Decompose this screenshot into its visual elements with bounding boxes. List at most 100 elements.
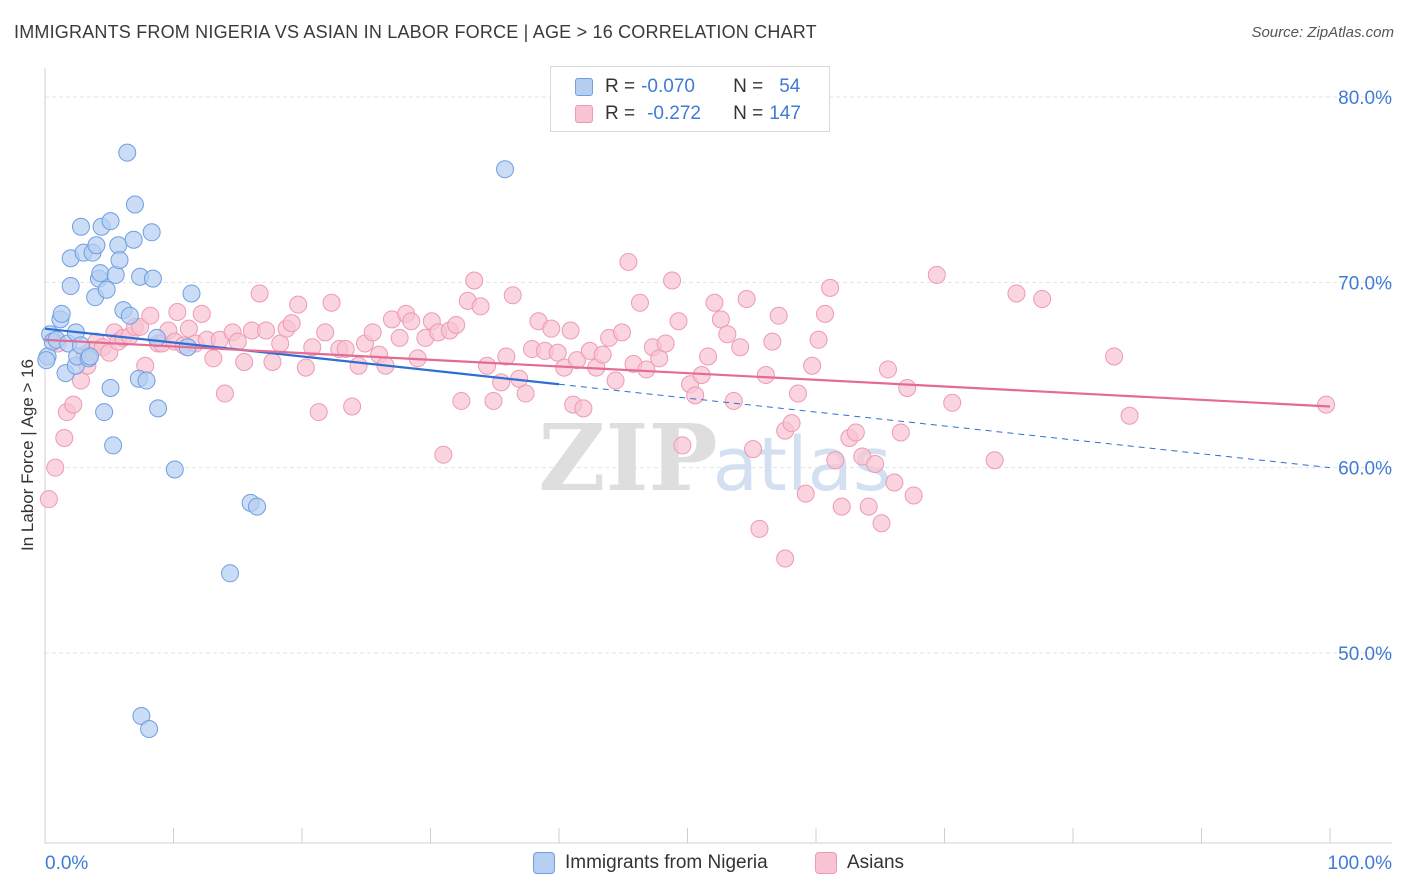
- nigeria-point: [221, 564, 240, 583]
- asian-point: [215, 384, 234, 403]
- asian-point: [349, 356, 368, 375]
- asian-point: [168, 302, 187, 321]
- asian-point: [567, 351, 586, 370]
- asian-point: [228, 332, 247, 351]
- asian-point: [826, 451, 845, 470]
- asian-point: [885, 473, 904, 492]
- nigeria-point: [101, 378, 120, 397]
- asian-trend-line: [44, 338, 1331, 408]
- asian-point: [55, 429, 74, 448]
- nigeria-point: [87, 236, 106, 255]
- source-label: Source: ZipAtlas.com: [1251, 24, 1394, 41]
- asian-point: [574, 399, 593, 418]
- asian-point: [296, 358, 315, 377]
- x-tick-label: 0.0%: [45, 853, 88, 874]
- asian-point: [663, 271, 682, 290]
- nigeria-point: [118, 143, 137, 162]
- asian-point: [859, 497, 878, 516]
- nigeria-point: [104, 436, 123, 455]
- nigeria-point: [248, 497, 267, 516]
- legend-row-asians: R = -0.272 N = 147: [575, 102, 801, 126]
- nigeria-swatch: [533, 852, 555, 874]
- asian-point: [542, 319, 561, 338]
- asian-point: [656, 334, 675, 353]
- nigeria-point: [165, 460, 184, 479]
- asian-point: [669, 312, 688, 331]
- asian-point: [250, 284, 269, 303]
- asian-point: [478, 356, 497, 375]
- watermark-zip: ZIP: [538, 404, 717, 512]
- asian-point: [336, 340, 355, 359]
- nigeria-point: [496, 160, 515, 179]
- legend-row-nigeria: R = -0.070 N = 54: [575, 75, 800, 99]
- asian-point: [447, 315, 466, 334]
- asian-point: [179, 319, 198, 338]
- asian-point: [548, 343, 567, 362]
- asian-point: [756, 366, 775, 384]
- asian-point: [282, 314, 301, 333]
- chart-title: IMMIGRANTS FROM NIGERIA VS ASIAN IN LABO…: [14, 22, 817, 42]
- nigeria-point: [37, 351, 56, 370]
- asian-point: [257, 321, 276, 340]
- asian-point: [192, 304, 211, 323]
- nigeria-point: [147, 328, 166, 347]
- asian-point: [235, 353, 254, 372]
- asian-point: [846, 423, 865, 442]
- asian-point: [1105, 347, 1124, 366]
- nigeria-point: [101, 212, 120, 231]
- bottom-legend-label: Asians: [847, 852, 905, 873]
- asian-point: [724, 391, 743, 410]
- asian-point: [637, 360, 656, 379]
- asian-point: [832, 497, 851, 516]
- asian-point: [763, 332, 782, 351]
- asian-point: [289, 295, 308, 314]
- asian-point: [1120, 406, 1139, 425]
- asian-point: [878, 360, 897, 379]
- asian-point: [39, 490, 58, 509]
- asian-point: [803, 356, 822, 375]
- asian-point: [452, 391, 471, 410]
- asian-point: [309, 403, 328, 422]
- asian-point: [630, 293, 649, 312]
- asian-point: [1033, 290, 1052, 309]
- nigeria-trend-line: [44, 327, 560, 386]
- bottom-legend-asians: Asians: [815, 852, 904, 874]
- asian-point: [904, 486, 923, 505]
- asian-point: [303, 338, 322, 357]
- legend-n-value: 147: [769, 103, 801, 124]
- nigeria-point: [80, 347, 99, 366]
- asian-point: [471, 297, 490, 316]
- asian-point: [809, 330, 828, 349]
- nigeria-point: [149, 399, 168, 418]
- y-axis-label: In Labor Force | Age > 16: [18, 358, 37, 552]
- asian-point: [705, 293, 724, 312]
- asian-point: [141, 306, 160, 325]
- asian-point: [503, 286, 522, 305]
- asian-point: [619, 252, 638, 271]
- asian-point: [46, 458, 65, 477]
- nigeria-point: [143, 269, 162, 288]
- asian-point: [737, 290, 756, 309]
- nigeria-point: [52, 304, 71, 323]
- nigeria-trend-extension: [558, 383, 1331, 469]
- asians-swatch: [815, 852, 837, 874]
- asian-point: [363, 323, 382, 342]
- asian-point: [497, 347, 516, 366]
- bottom-legend-nigeria: Immigrants from Nigeria: [533, 852, 768, 874]
- nigeria-point: [137, 371, 156, 390]
- legend-n-label: N =: [733, 76, 764, 97]
- y-tick-label: 70.0%: [1338, 273, 1392, 294]
- asian-point: [561, 321, 580, 340]
- asian-point: [711, 310, 730, 329]
- y-tick-label: 80.0%: [1338, 88, 1392, 109]
- asian-point: [891, 423, 910, 442]
- nigeria-point: [120, 306, 139, 325]
- asian-point: [316, 323, 335, 342]
- nigeria-point: [61, 277, 80, 296]
- asian-point: [943, 393, 962, 412]
- asian-point: [343, 397, 362, 416]
- asian-point: [402, 312, 421, 331]
- asian-point: [686, 386, 705, 405]
- legend-r-label: R =: [605, 103, 636, 124]
